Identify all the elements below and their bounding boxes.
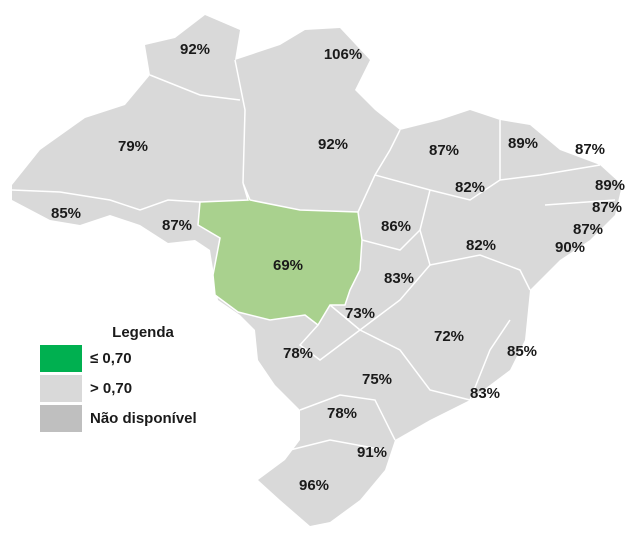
region-label: 86%	[381, 218, 411, 235]
region-label: 96%	[299, 477, 329, 494]
region-label: 78%	[283, 345, 313, 362]
region-label: 90%	[555, 239, 585, 256]
legend-swatch	[40, 375, 82, 402]
region-label: 87%	[573, 221, 603, 238]
region-label: 87%	[575, 141, 605, 158]
region-label: 89%	[595, 177, 625, 194]
region-label: 85%	[51, 205, 81, 222]
region-label: 87%	[162, 217, 192, 234]
region-label: 92%	[318, 136, 348, 153]
region-label: 85%	[507, 343, 537, 360]
region-label: 72%	[434, 328, 464, 345]
region-label: 82%	[455, 179, 485, 196]
region-label: 82%	[466, 237, 496, 254]
region-label: 73%	[345, 305, 375, 322]
region-label: 106%	[324, 46, 362, 63]
legend-swatch	[40, 345, 82, 372]
region-label: 79%	[118, 138, 148, 155]
legend-label: ≤ 0,70	[90, 350, 132, 367]
state-borders	[11, 59, 616, 451]
region-label: 75%	[362, 371, 392, 388]
region-label: 83%	[470, 385, 500, 402]
region-label: 69%	[273, 257, 303, 274]
region-label: 89%	[508, 135, 538, 152]
region-label: 83%	[384, 270, 414, 287]
legend-label: Não disponível	[90, 410, 197, 427]
region-label: 87%	[592, 199, 622, 216]
legend-swatch	[40, 405, 82, 432]
highlighted-state	[197, 182, 363, 327]
region-label: 87%	[429, 142, 459, 159]
legend-label: > 0,70	[90, 380, 132, 397]
region-label: 78%	[327, 405, 357, 422]
region-label: 91%	[357, 444, 387, 461]
region-label: 92%	[180, 41, 210, 58]
legend-title: Legenda	[112, 324, 174, 341]
